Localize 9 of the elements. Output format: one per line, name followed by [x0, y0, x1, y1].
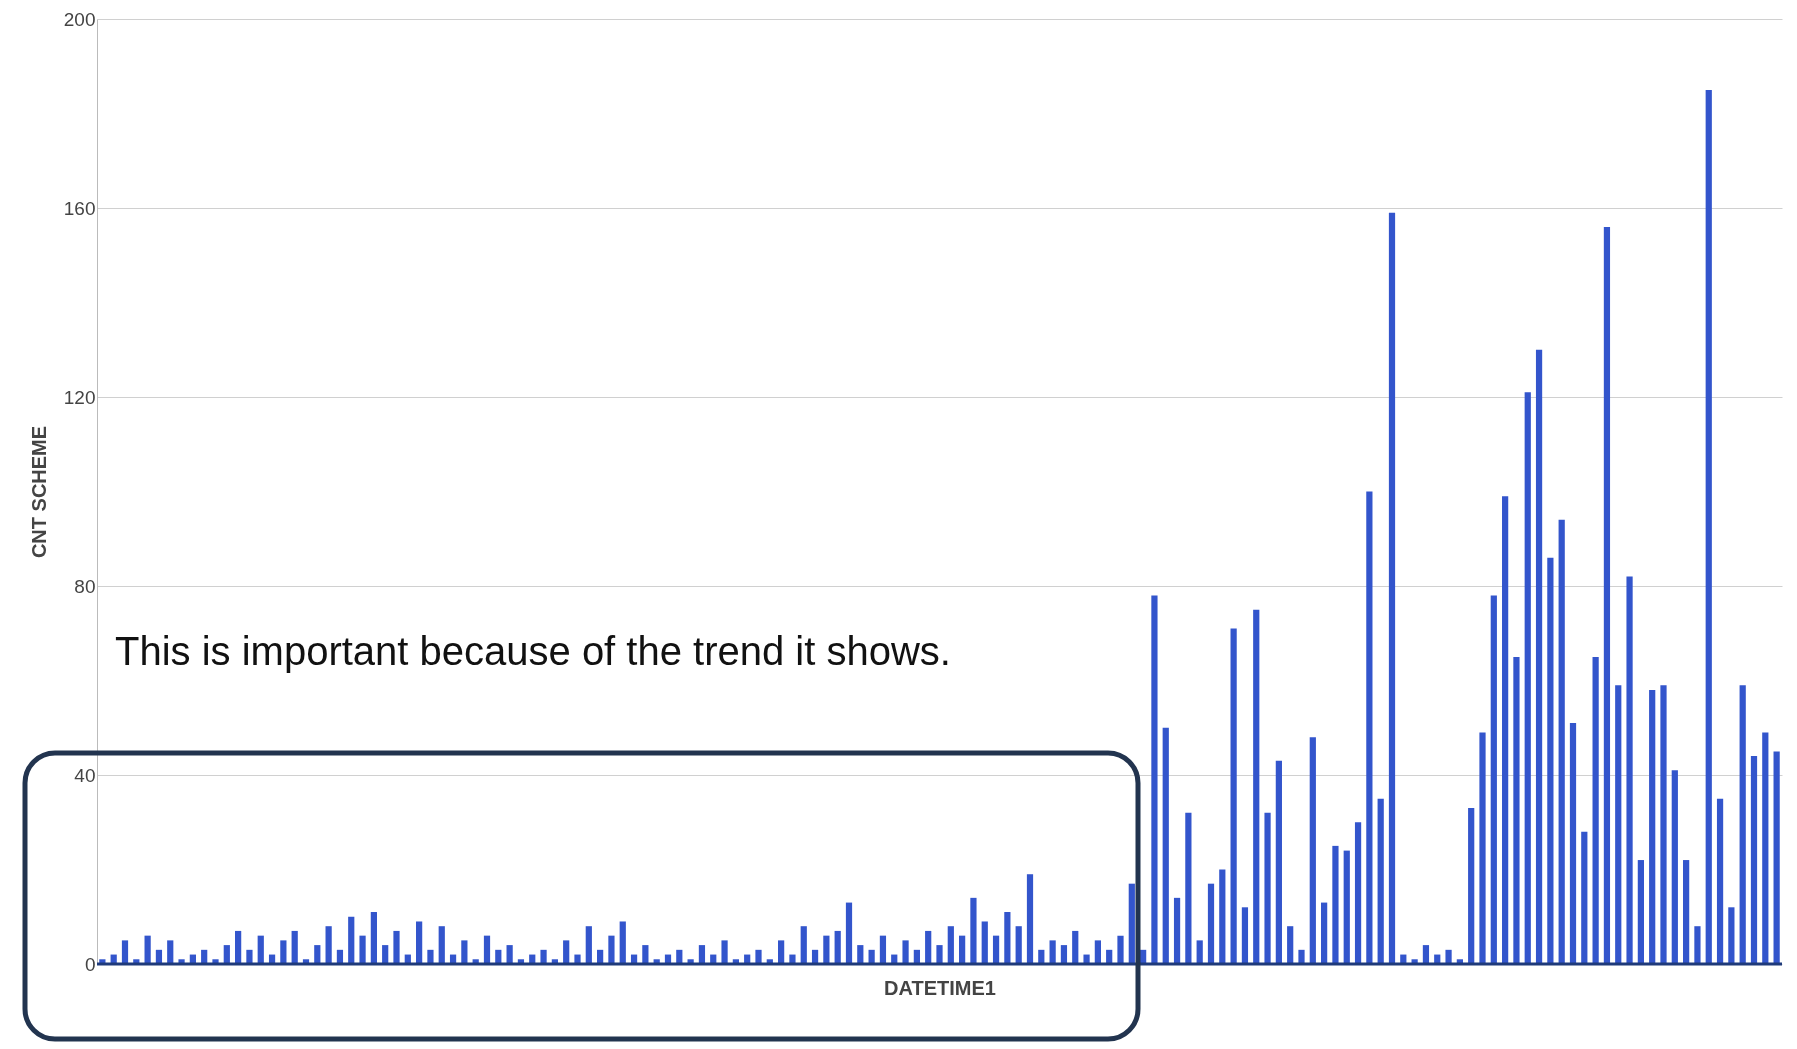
- y-tick-label: 0: [84, 953, 96, 975]
- annotation: This is important because of the trend it shows.: [115, 629, 951, 673]
- y-tick-label: 80: [74, 575, 96, 597]
- y-tick-label: 120: [63, 386, 96, 408]
- y-tick-label: 160: [63, 197, 96, 219]
- y-tick-label: 200: [63, 8, 96, 30]
- x-axis-title: DATETIME1: [884, 976, 996, 999]
- y-axis-title: CNT SCHEME: [27, 425, 50, 559]
- y-tick-label: 40: [74, 764, 96, 786]
